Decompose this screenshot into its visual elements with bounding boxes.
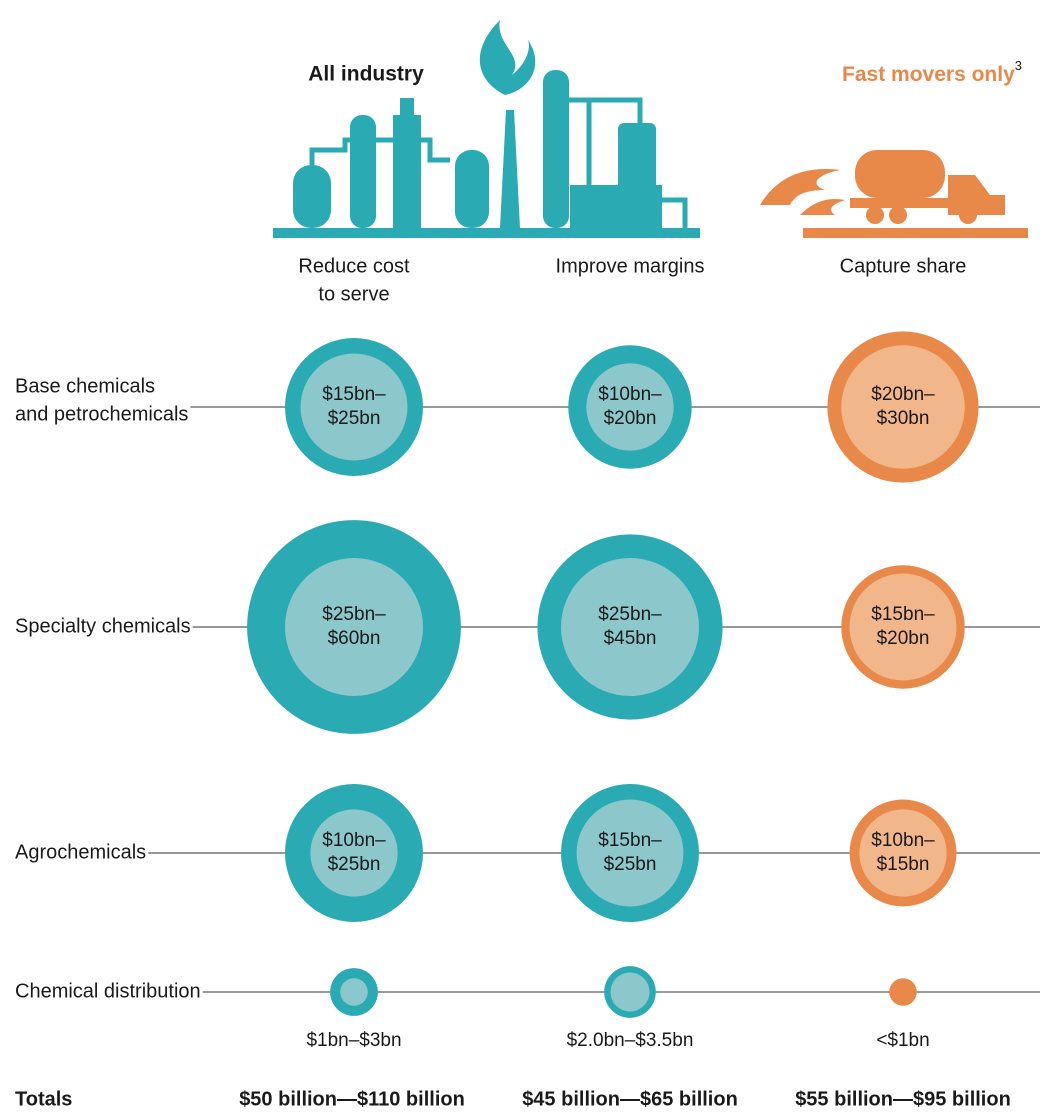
row-label: Base chemicals (15, 375, 155, 397)
total: $55 billion—$95 billion (795, 1088, 1011, 1110)
value-label: <$1bn (876, 1030, 929, 1051)
bubble-inner (561, 558, 699, 696)
value-label: $25bn (328, 854, 381, 875)
column-label: to serve (318, 283, 389, 305)
factory-icon (273, 20, 700, 238)
value-label: $10bn– (322, 830, 386, 851)
value-label: $25bn– (322, 604, 386, 625)
value-label: $20bn (604, 408, 657, 429)
bubble-inner (610, 972, 649, 1011)
value-label: $45bn (604, 628, 657, 649)
row-label: Agrochemicals (15, 841, 146, 863)
header: Fast movers only3 (842, 58, 1022, 85)
bubble-outer (889, 978, 917, 1006)
bubble-inner (285, 558, 423, 696)
value-label: $2.0bn–$3.5bn (567, 1030, 694, 1051)
header-text: Fast movers only (842, 63, 1015, 86)
bubble-inner (301, 354, 408, 461)
value-label: $10bn– (871, 830, 935, 851)
value-label: $15bn (877, 854, 930, 875)
value-label: $15bn– (322, 384, 386, 405)
bubble-inner (841, 345, 964, 468)
column-label: Improve margins (556, 255, 705, 277)
column-label: Capture share (840, 255, 967, 277)
row-label: and petrochemicals (15, 403, 188, 425)
bubble-inner (577, 800, 684, 907)
row-label: Chemical distribution (15, 980, 201, 1002)
value-label: $1bn–$3bn (306, 1030, 401, 1051)
value-label: $10bn– (598, 384, 662, 405)
truck-icon (760, 150, 1028, 238)
header: All industry (308, 63, 424, 86)
value-label: $15bn– (598, 830, 662, 851)
value-label: $25bn (604, 854, 657, 875)
row-label: Specialty chemicals (15, 615, 191, 637)
bubble-inner (859, 809, 946, 896)
value-label: $20bn (877, 628, 930, 649)
value-label: $30bn (877, 408, 930, 429)
infographic: All industry Fast movers only3 Reduce cost… (0, 0, 1047, 1115)
column-label: Reduce cost (298, 255, 410, 277)
bubble-inner (586, 363, 673, 450)
value-label: $25bn (328, 408, 381, 429)
value-label: $20bn– (871, 384, 935, 405)
totals-label: Totals (15, 1088, 72, 1110)
total: $45 billion—$65 billion (522, 1088, 738, 1110)
value-label: $60bn (328, 628, 381, 649)
value-label: $25bn– (598, 604, 662, 625)
bubble-inner (340, 978, 368, 1006)
bubble-inner (850, 574, 957, 681)
footnote: 3 (1015, 58, 1022, 73)
value-label: $15bn– (871, 604, 935, 625)
bubble-inner (310, 809, 397, 896)
total: $50 billion—$110 billion (239, 1088, 465, 1110)
